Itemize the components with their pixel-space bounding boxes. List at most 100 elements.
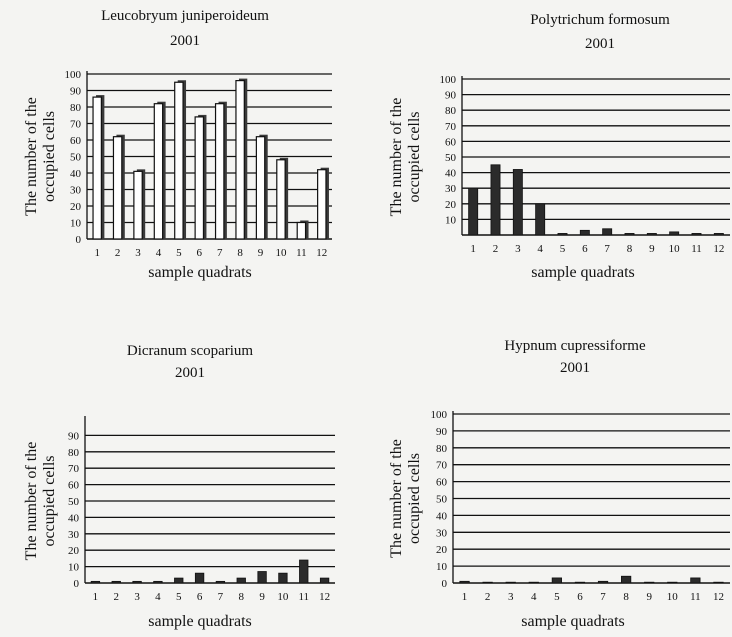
x-tick-label: 10 (277, 591, 289, 603)
x-tick-label: 10 (275, 247, 287, 259)
y-tick-label: 60 (68, 480, 80, 492)
bar (459, 580, 470, 584)
bar (597, 580, 609, 584)
y-tick-label: 60 (445, 136, 457, 148)
x-tick-label: 9 (649, 243, 655, 255)
y-tick-label: 70 (68, 463, 80, 475)
x-tick-label: 5 (560, 243, 566, 255)
bar (133, 170, 143, 240)
chart-title: Dicranum scoparium (127, 343, 254, 359)
bar (579, 229, 590, 236)
bar (215, 580, 226, 584)
x-tick-label: 5 (554, 591, 560, 603)
y-axis-label: The number of the occupied cells (23, 97, 58, 216)
y-tick-label: 20 (68, 545, 80, 557)
y-axis-label-line: The number of the (388, 98, 405, 217)
x-tick-label: 4 (156, 247, 162, 259)
y-axis-label-line: occupied cells (41, 111, 58, 202)
bar (174, 577, 184, 584)
x-tick-label: 6 (577, 591, 583, 603)
y-tick-label: 90 (445, 90, 457, 102)
x-tick-label: 7 (600, 591, 606, 603)
x-tick-label: 11 (298, 591, 309, 603)
x-tick-label: 5 (176, 591, 182, 603)
y-tick-label: 30 (436, 527, 448, 539)
chart-title: Polytrichum formosum (530, 12, 670, 28)
x-tick-label: 8 (239, 591, 245, 603)
y-tick-label: 80 (436, 443, 448, 455)
bar (92, 96, 102, 240)
x-tick-label: 10 (667, 591, 679, 603)
bar (690, 577, 701, 584)
bar (276, 159, 286, 240)
bar (317, 169, 327, 240)
bar (278, 572, 288, 584)
y-tick-label: 10 (70, 218, 82, 230)
y-tick-label: 70 (70, 119, 82, 131)
x-tick-label: 12 (713, 591, 724, 603)
bar (621, 575, 632, 584)
chart-panel-3: Dicranum scoparium 2001 0 10 20 30 40 50 60 70 80 9… (23, 343, 335, 630)
x-tick-label: 2 (115, 247, 121, 259)
x-tick-label: 8 (623, 591, 629, 603)
x-tick-label: 9 (259, 591, 265, 603)
bar (112, 136, 123, 240)
bar (713, 581, 724, 584)
x-tick-label: 2 (114, 591, 120, 603)
bar (194, 572, 205, 584)
x-tick-label: 11 (691, 243, 702, 255)
x-tick-label: 3 (134, 591, 140, 603)
x-tick-label: 1 (94, 247, 100, 259)
x-tick-label: 1 (470, 243, 476, 255)
y-tick-label: 20 (436, 544, 448, 556)
bar (574, 581, 586, 584)
bar (505, 581, 516, 584)
bar (132, 580, 142, 584)
bar (296, 221, 307, 240)
y-tick-label: 80 (68, 447, 80, 459)
y-tick-label: 50 (68, 496, 80, 508)
chart-subtitle: 2001 (170, 33, 200, 49)
chart-panel-1: Leucobryum juniperoideum 2001 0 10 20 30 40 50 6… (23, 8, 332, 281)
y-tick-label: 40 (436, 510, 448, 522)
y-tick-label: 0 (76, 234, 82, 246)
x-axis-label: sample quadrats (148, 264, 252, 281)
x-tick-label: 12 (316, 247, 327, 259)
bar (602, 228, 613, 236)
bar (644, 581, 655, 584)
y-tick-label: 40 (70, 168, 82, 180)
y-tick-label: 30 (68, 529, 80, 541)
y-tick-label: 40 (68, 512, 80, 524)
y-tick-label: 10 (436, 561, 448, 573)
bar (214, 103, 225, 240)
chart-title: Hypnum cupressiforme (504, 338, 646, 354)
y-tick-label: 30 (70, 185, 82, 197)
x-tick-label: 12 (319, 591, 330, 603)
x-tick-label: 3 (508, 591, 514, 603)
y-axis-label: The number of the occupied cells (388, 98, 423, 217)
y-tick-label: 90 (70, 86, 82, 98)
x-tick-label: 4 (531, 591, 537, 603)
x-tick-label: 9 (258, 247, 264, 259)
bar (535, 203, 546, 236)
y-tick-label: 50 (436, 494, 448, 506)
bar (257, 571, 267, 584)
bar (468, 187, 479, 236)
y-tick-label: 40 (445, 168, 457, 180)
y-axis-label-line: The number of the (23, 97, 40, 216)
bar (646, 233, 657, 236)
y-tick-label: 20 (445, 199, 457, 211)
x-tick-label: 1 (462, 591, 468, 603)
x-tick-label: 3 (515, 243, 521, 255)
x-tick-label: 4 (155, 591, 161, 603)
chart-panel-2: Polytrichum formosum 2001 10 20 30 40 50 60 70 80… (388, 12, 730, 281)
y-axis-label-line: occupied cells (41, 455, 58, 546)
y-tick-label: 100 (65, 69, 82, 81)
y-tick-label: 10 (445, 214, 457, 226)
x-tick-label: 7 (218, 591, 224, 603)
chart-panel-4: Hypnum cupressiforme 2001 0 10 20 30 40 50 60 70 8… (388, 338, 730, 630)
y-tick-label: 0 (442, 578, 448, 590)
bar (90, 580, 101, 584)
y-tick-label: 80 (70, 102, 82, 114)
